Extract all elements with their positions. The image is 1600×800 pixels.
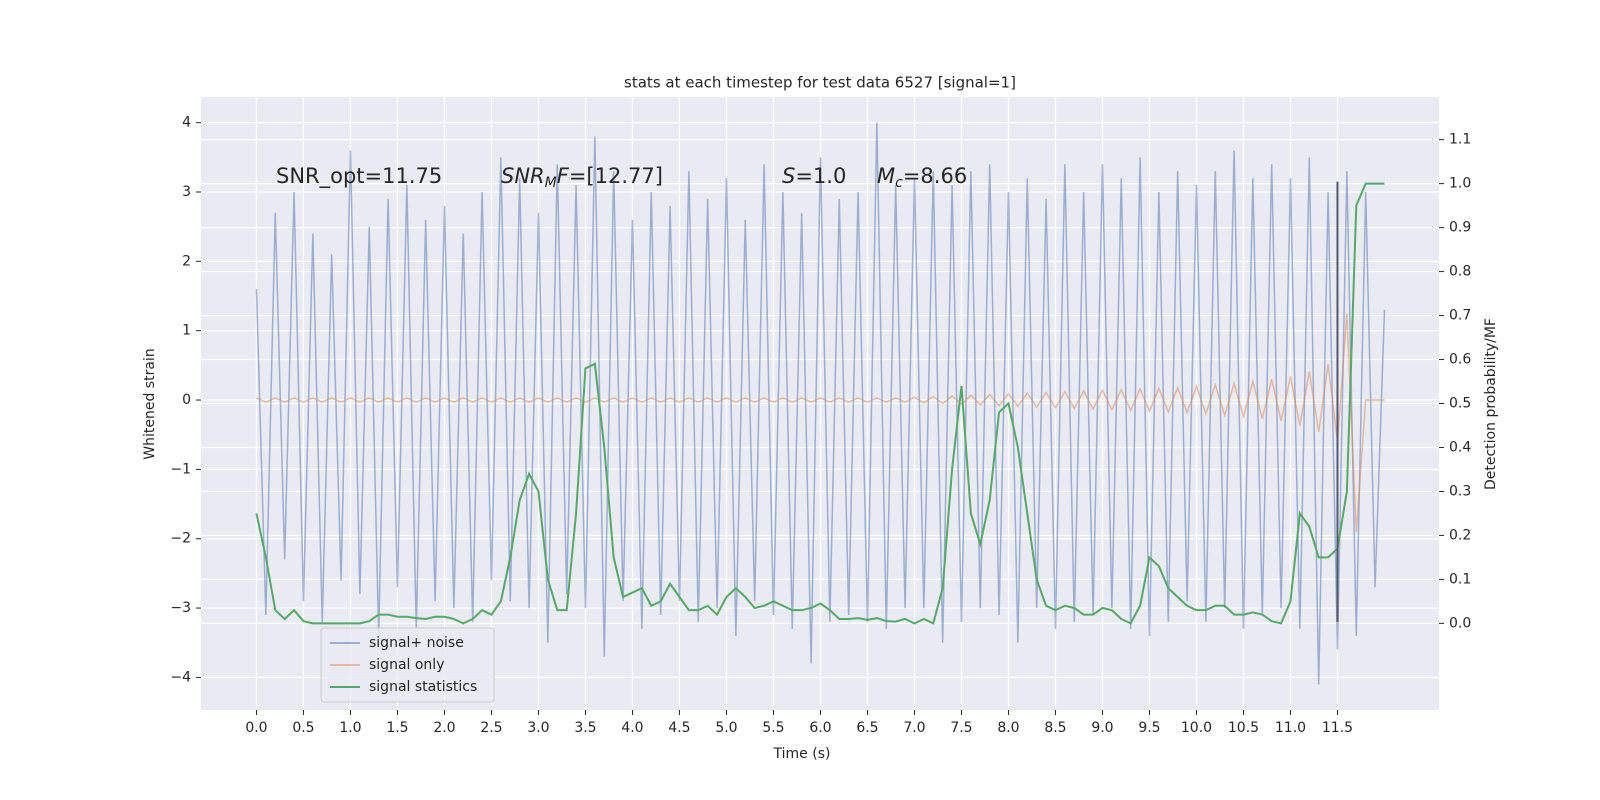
annotation-part: M — [545, 175, 557, 191]
x-tick-label: 6.0 — [809, 720, 831, 736]
annotation-part: =1.0 — [795, 164, 846, 188]
y2-tick-label: 0.8 — [1449, 264, 1471, 280]
x-tick-label: 2.0 — [433, 720, 455, 736]
x-tick-label: 9.0 — [1091, 720, 1113, 736]
series-line — [255, 182, 1385, 625]
y-tick-label: −3 — [170, 600, 191, 616]
x-tick-label: 6.5 — [856, 720, 878, 736]
y2-tick-label: 0.6 — [1449, 352, 1471, 368]
x-tick-label: 0.5 — [292, 720, 314, 736]
x-tick-label: 5.0 — [715, 720, 737, 736]
annotation: Mc=8.66 — [877, 164, 967, 191]
x-tick-label: 2.5 — [480, 720, 502, 736]
series-line — [255, 122, 1386, 685]
annotation: SNRMF=[12.77] — [501, 164, 663, 191]
y2-tick-label: 0.3 — [1449, 483, 1471, 499]
y2-tick-label: 1.0 — [1449, 176, 1471, 192]
annotation-part: SNR — [501, 164, 545, 188]
x-tick-label: 0.0 — [245, 720, 267, 736]
annotation-part: S — [782, 164, 795, 188]
annotation: SNR_opt=11.75 — [276, 164, 442, 189]
x-tick-label: 4.5 — [668, 720, 690, 736]
annotation-part: M — [877, 164, 895, 188]
x-tick-label: 3.0 — [527, 720, 549, 736]
y-tick-label: −4 — [170, 669, 191, 685]
annotation-part: F — [557, 164, 570, 188]
legend-label: signal+ noise — [369, 635, 464, 651]
x-tick-label: 1.0 — [339, 720, 361, 736]
legend-label: signal statistics — [369, 679, 477, 695]
annotation: S=1.0 — [782, 164, 846, 188]
x-axis-label: Time (s) — [773, 746, 831, 762]
marks — [255, 122, 1386, 685]
x-tick-label: 1.5 — [386, 720, 408, 736]
x-tick-label: 11.0 — [1275, 720, 1306, 736]
y2-tick-label: 0.4 — [1449, 439, 1471, 455]
x-tick-label: 5.5 — [762, 720, 784, 736]
x-tick-label: 7.5 — [950, 720, 972, 736]
y-tick-label: 1 — [182, 323, 191, 339]
y-tick-label: 0 — [182, 392, 191, 408]
annotation-part: =8.66 — [903, 164, 967, 188]
y2-tick-label: 0.5 — [1449, 396, 1471, 412]
y2-tick-label: 0.9 — [1449, 220, 1471, 236]
y2-tick-label: 0.0 — [1449, 615, 1471, 631]
y2-axis-label: Detection probability/MF — [1483, 318, 1499, 490]
y2-tick-label: 1.1 — [1449, 132, 1471, 148]
y2-tick-label: 0.7 — [1449, 308, 1471, 324]
series-line — [256, 313, 1385, 532]
x-tick-label: 4.0 — [621, 720, 643, 736]
y2-tick-label: 0.1 — [1449, 571, 1471, 587]
x-tick-label: 9.5 — [1138, 720, 1160, 736]
x-tick-label: 3.5 — [574, 720, 596, 736]
legend-label: signal only — [369, 657, 444, 673]
x-tick-label: 8.0 — [997, 720, 1019, 736]
y-tick-label: −1 — [170, 461, 191, 477]
chart-title: stats at each timestep for test data 652… — [624, 74, 1016, 92]
y-tick-label: 3 — [182, 184, 191, 200]
y2-tick-label: 0.2 — [1449, 527, 1471, 543]
x-tick-label: 7.0 — [903, 720, 925, 736]
x-tick-label: 10.5 — [1228, 720, 1259, 736]
x-tick-label: 8.5 — [1044, 720, 1066, 736]
annotation-part: SNR_opt=11.75 — [276, 164, 442, 189]
y-tick-label: −2 — [170, 531, 191, 547]
legend: signal+ noise signal only signal statistic… — [320, 627, 495, 703]
x-tick-label: 11.5 — [1322, 720, 1353, 736]
annotation-part: =[12.77] — [569, 164, 663, 188]
y-tick-label: 2 — [182, 253, 191, 269]
annotation-part: c — [895, 175, 903, 191]
x-tick-label: 10.0 — [1181, 720, 1212, 736]
y-axis-label: Whitened strain — [142, 348, 158, 459]
y-tick-label: 4 — [182, 115, 191, 131]
legend-box — [320, 627, 495, 703]
